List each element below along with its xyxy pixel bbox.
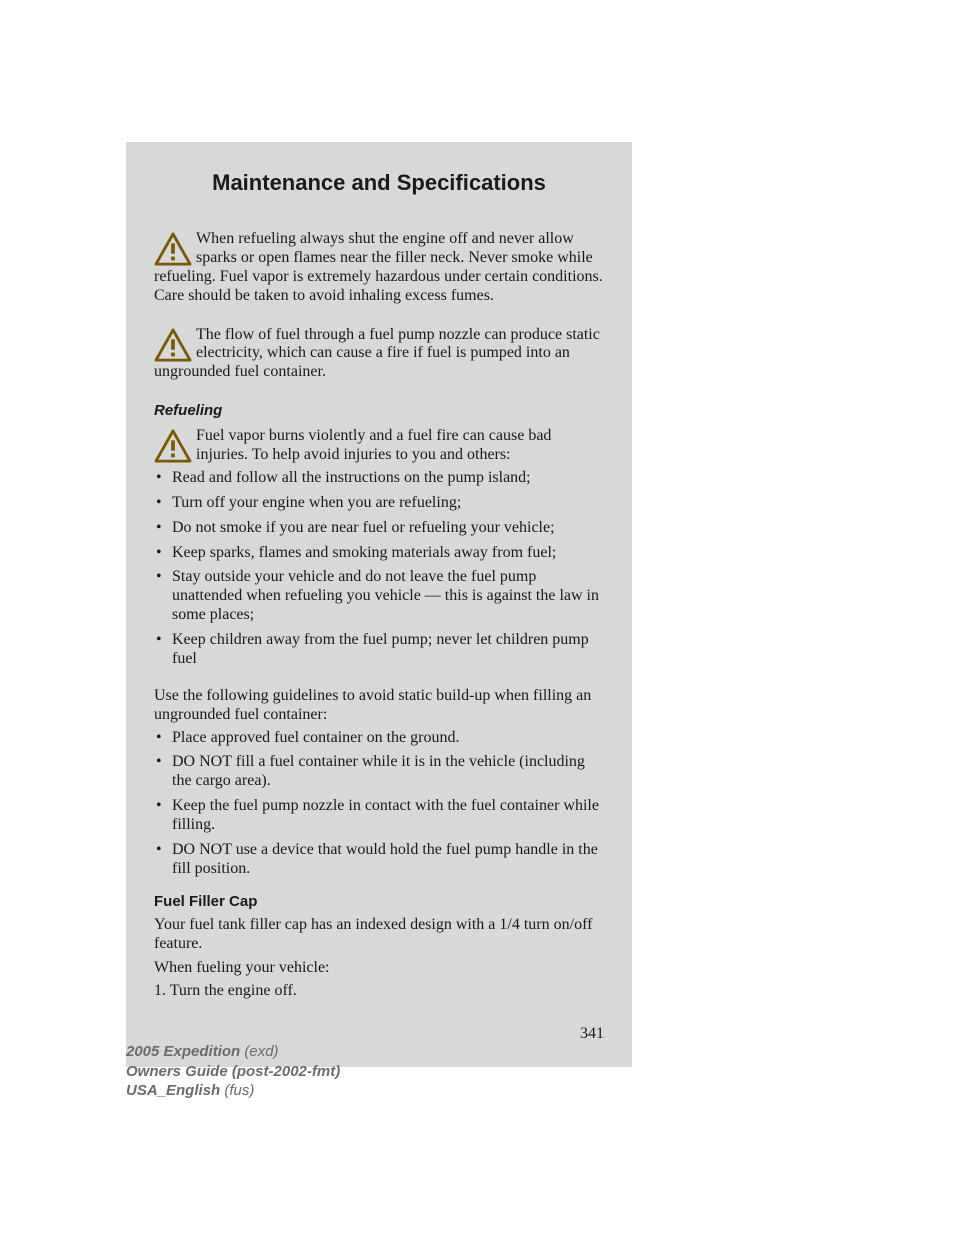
footer-model: 2005 Expedition	[126, 1043, 244, 1060]
list-item: Turn off your engine when you are refuel…	[154, 494, 604, 513]
warning-block-2: The flow of fuel through a fuel pump noz…	[154, 326, 604, 383]
footer-line-2: Owners Guide (post-2002-fmt)	[126, 1062, 340, 1082]
filler-cap-heading: Fuel Filler Cap	[154, 893, 604, 910]
refueling-bullet-list: Read and follow all the instructions on …	[154, 469, 604, 669]
warning-triangle-icon	[154, 328, 192, 362]
warning-block-1: When refueling always shut the engine of…	[154, 230, 604, 306]
list-item: Stay outside your vehicle and do not lea…	[154, 568, 604, 625]
list-item: DO NOT fill a fuel container while it is…	[154, 753, 604, 791]
warning-text-2: The flow of fuel through a fuel pump noz…	[154, 326, 604, 383]
warning-triangle-icon	[154, 429, 192, 463]
filler-paragraph-2: When fueling your vehicle:	[154, 959, 604, 978]
manual-page: Maintenance and Specifications When refu…	[0, 0, 954, 1235]
filler-paragraph-1: Your fuel tank filler cap has an indexed…	[154, 916, 604, 954]
list-item: DO NOT use a device that would hold the …	[154, 841, 604, 879]
list-item: Keep children away from the fuel pump; n…	[154, 631, 604, 669]
footer-block: 2005 Expedition (exd) Owners Guide (post…	[126, 1042, 340, 1101]
warning-triangle-icon	[154, 232, 192, 266]
list-item: Do not smoke if you are near fuel or ref…	[154, 519, 604, 538]
footer-line-3: USA_English (fus)	[126, 1081, 340, 1101]
refueling-heading: Refueling	[154, 402, 604, 419]
footer-code-1: (exd)	[244, 1043, 278, 1060]
footer-code-2: (fus)	[224, 1082, 254, 1099]
warning-block-3: Fuel vapor burns violently and a fuel fi…	[154, 427, 604, 465]
chapter-title: Maintenance and Specifications	[154, 170, 604, 196]
static-intro: Use the following guidelines to avoid st…	[154, 687, 604, 725]
content-area: Maintenance and Specifications When refu…	[126, 142, 632, 1067]
page-number: 341	[154, 1025, 604, 1043]
list-item: Keep the fuel pump nozzle in contact wit…	[154, 797, 604, 835]
list-item: Read and follow all the instructions on …	[154, 469, 604, 488]
footer-region: USA_English	[126, 1082, 224, 1099]
list-item: Place approved fuel container on the gro…	[154, 729, 604, 748]
list-item: Keep sparks, flames and smoking material…	[154, 544, 604, 563]
static-bullet-list: Place approved fuel container on the gro…	[154, 729, 604, 879]
footer-line-1: 2005 Expedition (exd)	[126, 1042, 340, 1062]
filler-step-1: 1. Turn the engine off.	[154, 982, 604, 1001]
warning-text-1: When refueling always shut the engine of…	[154, 230, 604, 306]
warning-text-3: Fuel vapor burns violently and a fuel fi…	[154, 427, 604, 465]
